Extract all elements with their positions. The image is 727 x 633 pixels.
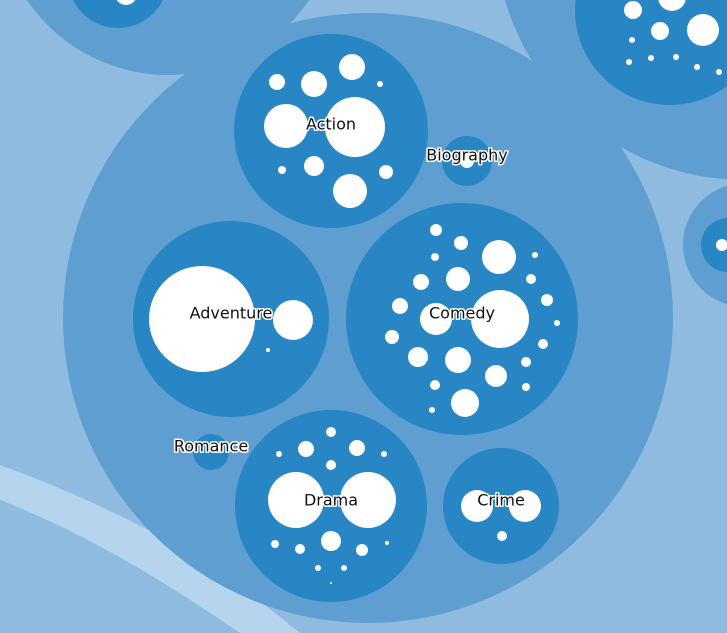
leaf-circle — [431, 253, 439, 261]
leaf-circle — [658, 0, 686, 11]
genre-circle-crime[interactable] — [443, 448, 559, 564]
neighbor-group-right[interactable] — [701, 218, 727, 272]
leaf-circle — [460, 154, 474, 168]
leaf-circle — [341, 565, 347, 571]
leaf-circle — [333, 174, 367, 208]
genre-label-action: Action — [306, 115, 356, 134]
neighbor-group-top-left[interactable] — [68, 0, 168, 28]
leaf-circle — [532, 252, 538, 258]
genre-label-romance: Romance — [174, 437, 248, 456]
genre-label-drama: Drama — [304, 491, 358, 510]
leaf-circle — [273, 300, 313, 340]
genre-label-biography: Biography — [426, 146, 508, 165]
leaf-circle — [626, 59, 632, 65]
leaf-circle — [451, 389, 479, 417]
genre-nodes — [63, 13, 673, 623]
leaf-circle — [385, 541, 389, 545]
leaf-circle — [687, 14, 719, 46]
leaf-circle — [149, 266, 255, 372]
leaf-circle — [326, 427, 336, 437]
leaf-circle — [385, 330, 399, 344]
leaf-circle — [694, 64, 700, 70]
leaf-circle — [429, 407, 435, 413]
leaf-circle — [321, 531, 341, 551]
leaf-circle — [554, 320, 560, 326]
leaf-circle — [278, 166, 286, 174]
leaf-circle — [264, 104, 308, 148]
leaf-circle — [379, 165, 393, 179]
leaf-circle — [461, 490, 493, 522]
genre-labels: Action Biography Adventure Comedy Romance Dra… — [172, 113, 526, 511]
leaf-circle — [356, 544, 368, 556]
leaf-circle — [304, 156, 324, 176]
leaf-circle — [301, 71, 327, 97]
leaf-circle — [340, 472, 396, 528]
leaf-circle — [381, 451, 387, 457]
genre-circle-romance[interactable] — [193, 434, 229, 470]
leaf-circle — [325, 97, 385, 157]
leaf-circle — [116, 0, 136, 5]
leaf-circle — [526, 274, 536, 284]
leaf-circle — [673, 54, 679, 60]
leaf-circle — [482, 240, 516, 274]
leaf-circle — [295, 544, 305, 554]
leaf-circle — [624, 1, 642, 19]
leaf-circle — [271, 540, 279, 548]
leaf-circle — [629, 37, 635, 43]
leaf-circle — [446, 267, 470, 291]
leaf-circle — [651, 22, 669, 40]
leaf-circle — [339, 54, 365, 80]
neighbor-circle-edge — [0, 465, 300, 633]
leaf-circle — [349, 440, 365, 456]
genre-circle-comedy[interactable] — [346, 203, 578, 435]
leaf-circle — [471, 290, 529, 348]
leaf-circle — [430, 380, 440, 390]
genre-label-crime: Crime — [477, 491, 525, 510]
leaf-circle — [315, 565, 321, 571]
leaf-circle — [413, 274, 429, 290]
leaf-circle — [716, 69, 722, 75]
leaf-circle — [326, 460, 336, 470]
leaf-circle — [330, 582, 332, 584]
leaf-circle — [392, 298, 408, 314]
leaf-circle — [298, 441, 314, 457]
leaf-circle — [538, 339, 548, 349]
leaf-circle — [648, 55, 654, 61]
leaf-circle — [276, 451, 282, 457]
genre-label-comedy: Comedy — [429, 304, 495, 323]
leaf-circle — [445, 347, 471, 373]
leaf-circle — [716, 239, 727, 251]
leaf-circle — [522, 383, 530, 391]
leaf-circle — [454, 236, 468, 250]
leaf-circle — [408, 347, 428, 367]
leaf-circle — [420, 303, 452, 335]
leaf-circle — [509, 490, 541, 522]
leaf-circle — [266, 348, 270, 352]
leaf-circle — [541, 294, 553, 306]
leaf-circle — [497, 531, 507, 541]
leaf-circle — [268, 472, 324, 528]
leaf-circle — [430, 224, 442, 236]
leaf-circle — [377, 81, 383, 87]
leaf-circle — [269, 74, 285, 90]
leaf-circle — [485, 365, 507, 387]
genre-circle-drama[interactable] — [235, 410, 427, 602]
genre-label-adventure: Adventure — [190, 304, 273, 323]
leaf-circle — [521, 357, 531, 367]
